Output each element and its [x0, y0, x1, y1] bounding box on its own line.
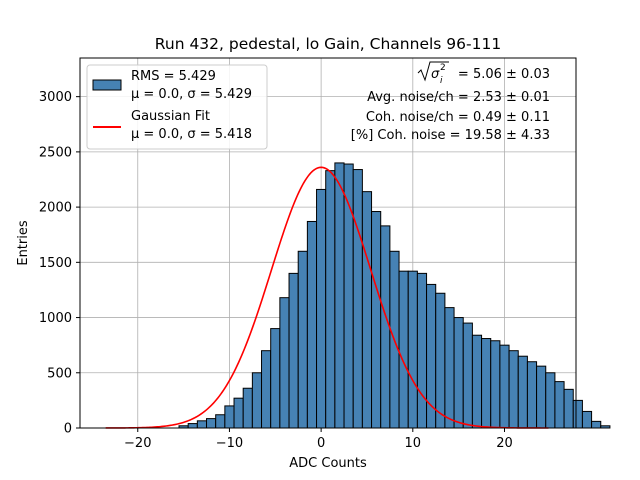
- histogram-bar: [462, 322, 473, 429]
- y-tick-label: 0: [64, 422, 72, 437]
- y-tick-label: 2500: [39, 145, 72, 160]
- annotation-coh-noise-percent: [%] Coh. noise = 19.58 ± 4.33: [351, 128, 550, 143]
- y-tick-label: 500: [47, 366, 72, 381]
- legend-box: [86, 64, 268, 150]
- histogram-bar: [306, 220, 318, 429]
- histogram-bar: [279, 297, 290, 429]
- histogram-bar: [270, 328, 281, 429]
- legend-swatch-histogram: [92, 79, 122, 91]
- histogram-bar: [572, 399, 583, 429]
- histogram-bar: [297, 250, 308, 429]
- annotation-avg-noise: Avg. noise/ch = 2.53 ± 0.01: [367, 90, 550, 105]
- histogram-bar: [453, 317, 464, 429]
- histogram-bar: [545, 372, 556, 429]
- svg-text:σ: σ: [431, 67, 440, 82]
- y-tick-label: 3000: [39, 90, 72, 105]
- histogram-bar: [581, 410, 593, 429]
- y-tick-label: 1500: [39, 256, 72, 271]
- sqrt-sigma-symbol: σ i 2: [417, 61, 449, 86]
- annotations: σ i 2 = 5.06 ± 0.03 Avg. noise/ch = 2.53…: [351, 61, 550, 143]
- gaussian-fit-line: [105, 166, 549, 429]
- x-tick-label: 20: [496, 436, 513, 451]
- histogram-bar: [563, 388, 574, 429]
- x-ticks: −20 −10 0 10 20: [124, 428, 513, 451]
- histogram-bar: [444, 307, 455, 429]
- annotation-sqrt-sigma: = 5.06 ± 0.03: [458, 67, 550, 82]
- histogram-bar: [361, 191, 373, 429]
- svg-text:2: 2: [440, 63, 446, 73]
- legend-fit-line2: μ = 0.0, σ = 5.418: [131, 127, 252, 142]
- y-tick-label: 1000: [39, 311, 72, 326]
- legend: RMS = 5.429 μ = 0.0, σ = 5.429 Gaussian …: [86, 64, 268, 150]
- histogram-bar: [196, 420, 208, 429]
- histogram-bar: [215, 414, 226, 429]
- x-axis-label: ADC Counts: [289, 456, 367, 471]
- histogram-bar: [187, 423, 198, 429]
- x-tick-label: 10: [405, 436, 422, 451]
- histogram-bar: [334, 162, 345, 429]
- histogram-bar: [288, 272, 299, 429]
- x-tick-label: −20: [124, 436, 151, 451]
- histogram-bar: [536, 365, 547, 429]
- histogram-bar: [600, 425, 611, 429]
- histogram-bar: [517, 355, 528, 429]
- histogram-bar: [380, 225, 391, 429]
- histogram-bar: [224, 405, 235, 429]
- histogram-bars: [178, 162, 611, 429]
- x-tick-label: 0: [317, 436, 325, 451]
- annotation-coh-noise: Coh. noise/ch = 0.49 ± 0.11: [366, 110, 550, 125]
- y-ticks: 0 500 1000 1500 2000 2500 3000: [39, 90, 80, 437]
- histogram-bar: [554, 381, 565, 429]
- histogram-bar: [251, 372, 263, 429]
- histogram-bar: [416, 272, 428, 429]
- histogram-bar: [316, 188, 327, 429]
- plot-frame: [79, 57, 577, 429]
- histogram-bar: [481, 338, 492, 429]
- histogram-bar: [591, 420, 602, 429]
- y-tick-label: 2000: [39, 201, 72, 216]
- histogram-bar: [471, 334, 483, 429]
- histogram-bar: [352, 169, 363, 429]
- histogram-bar: [325, 170, 336, 429]
- histogram-bar: [526, 361, 538, 429]
- histogram-bar: [508, 350, 519, 429]
- legend-hist-line1: RMS = 5.429: [131, 69, 216, 84]
- histogram-bar: [435, 292, 446, 429]
- histogram-bar: [490, 340, 501, 429]
- histogram-bar: [233, 397, 244, 429]
- histogram-bar: [371, 211, 382, 429]
- chart-title: Run 432, pedestal, lo Gain, Channels 96-…: [155, 35, 501, 53]
- histogram-bar: [398, 270, 409, 429]
- y-axis-label: Entries: [16, 220, 31, 266]
- histogram-bar: [499, 344, 510, 429]
- histogram-bar: [206, 418, 217, 429]
- histogram-bar: [407, 270, 418, 429]
- svg-text:i: i: [440, 76, 443, 86]
- legend-fit-line1: Gaussian Fit: [131, 109, 210, 124]
- histogram-bar: [242, 387, 253, 429]
- legend-hist-line2: μ = 0.0, σ = 5.429: [131, 87, 252, 102]
- x-tick-label: −10: [216, 436, 243, 451]
- histogram-bar: [261, 350, 272, 429]
